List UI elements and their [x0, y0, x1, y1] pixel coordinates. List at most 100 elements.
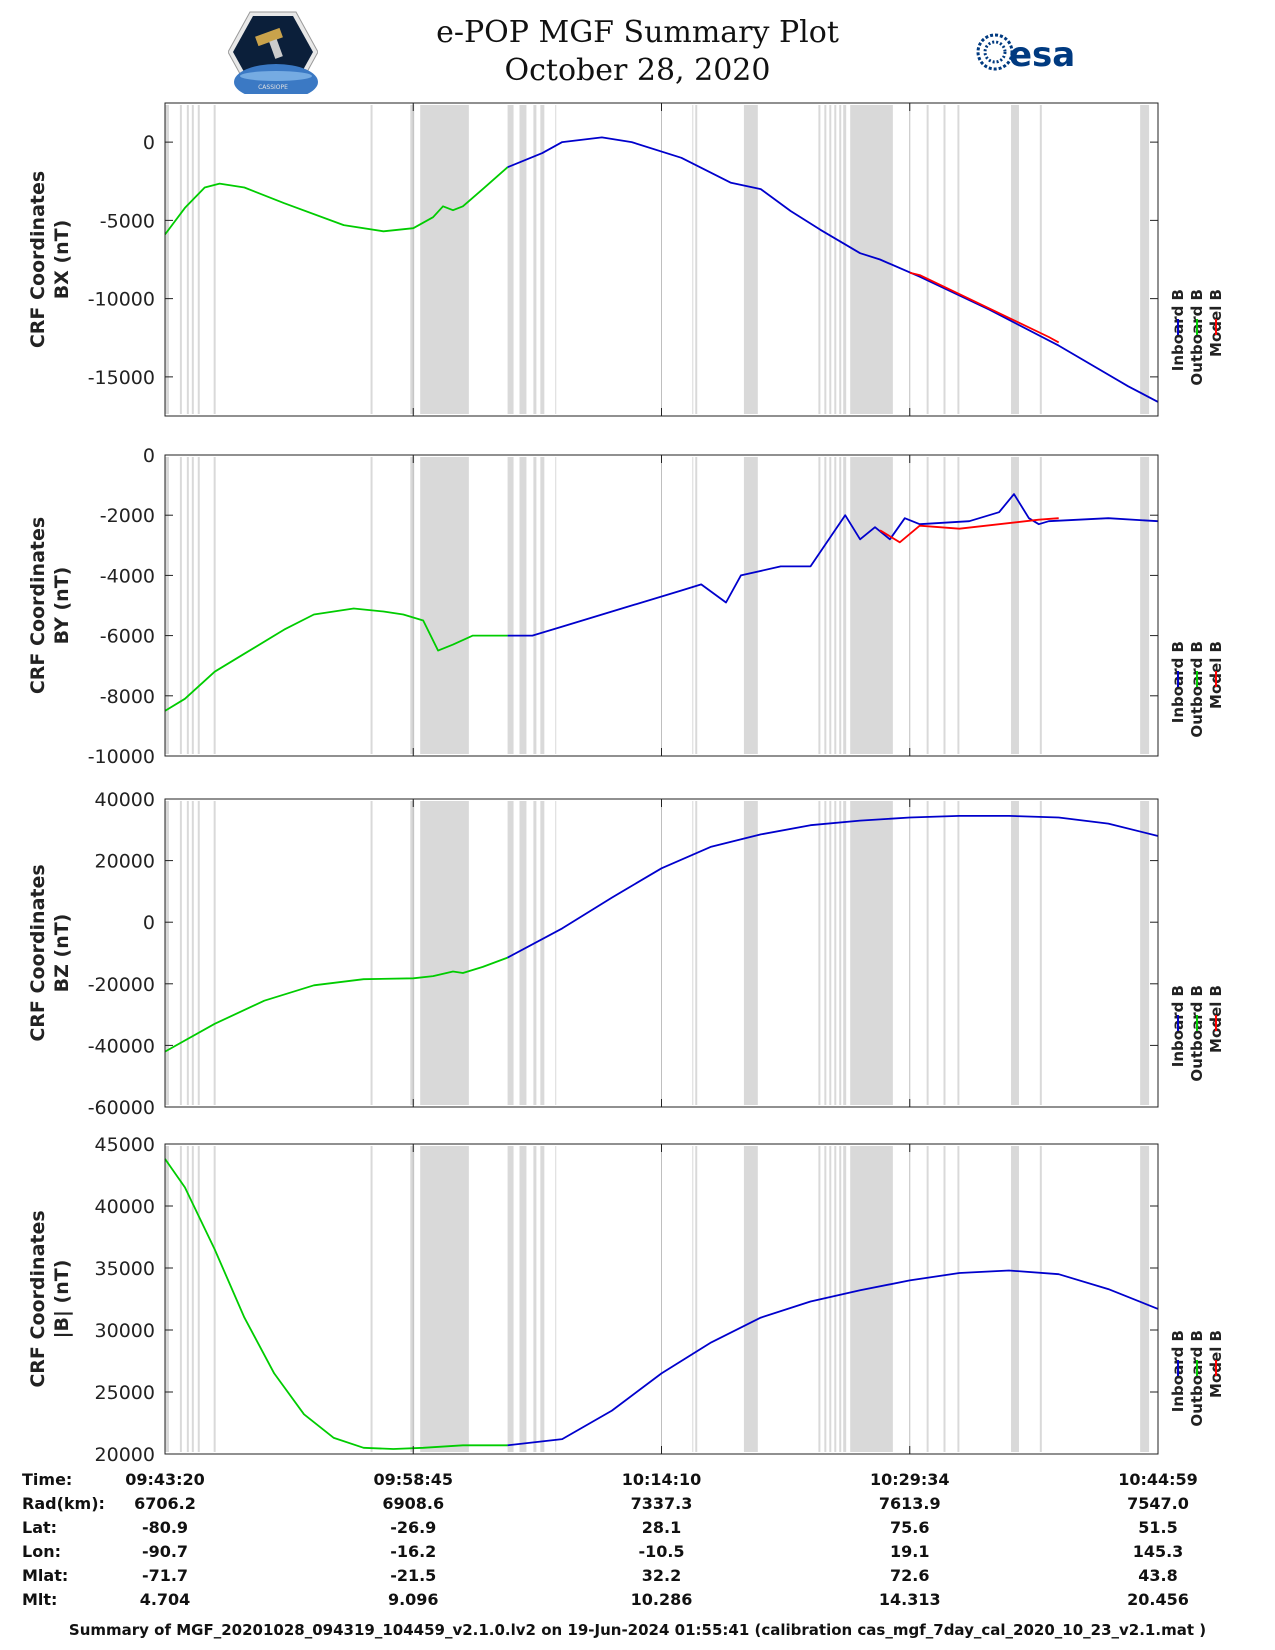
ephemeris-value: 72.6	[890, 1566, 930, 1585]
y-tick-label: -10000	[88, 746, 155, 768]
gap-band	[165, 1146, 169, 1452]
gap-band	[818, 801, 821, 1105]
gap-band	[179, 105, 182, 414]
gap-band	[179, 801, 182, 1105]
gap-band	[695, 1146, 698, 1452]
ephemeris-value: -26.9	[390, 1518, 437, 1537]
series-outboard-b	[164, 1158, 508, 1450]
gap-band	[692, 457, 694, 754]
y-axis-label-line-1: CRF Coordinates	[27, 1210, 49, 1387]
gap-band	[410, 457, 415, 754]
gap-band	[818, 457, 821, 754]
gap-band	[1039, 801, 1042, 1105]
gap-band	[507, 801, 514, 1105]
ephemeris-value: 19.1	[890, 1542, 930, 1561]
series-inboard-b	[507, 815, 1159, 959]
gap-band	[540, 457, 545, 754]
gap-band	[410, 1146, 415, 1452]
gap-band	[191, 457, 194, 754]
gap-band	[555, 457, 557, 754]
ephemeris-value: 20.456	[1127, 1590, 1189, 1609]
series-model-b	[909, 271, 1060, 344]
series-outboard-b	[164, 166, 509, 236]
gap-band	[843, 105, 847, 414]
gap-band	[519, 1146, 527, 1452]
y-tick-label: 0	[143, 912, 155, 934]
gap-band	[507, 457, 514, 754]
series-inboard-b	[507, 1269, 1159, 1447]
gap-band	[829, 105, 832, 414]
gap-band	[1039, 1146, 1042, 1452]
ephemeris-row-label: Rad(km):	[22, 1494, 105, 1513]
gap-band	[839, 457, 842, 754]
series-inboard-b	[507, 136, 1159, 403]
gap-band	[834, 457, 837, 754]
gap-band	[943, 801, 946, 1105]
gap-band	[370, 457, 373, 754]
panel-2: 0 -2000 -4000 -6000 -8000 -10000 CRF Coordinat…	[27, 445, 1225, 768]
esa-logo-text: esa	[1009, 35, 1075, 75]
gap-band	[743, 457, 758, 754]
y-tick-label: -6000	[100, 626, 155, 648]
y-tick-label: 40000	[95, 789, 155, 811]
series-outboard-b	[164, 956, 508, 1053]
ephemeris-row-label: Time:	[22, 1470, 73, 1489]
gap-band	[540, 105, 545, 414]
gap-band	[692, 1146, 694, 1452]
y-tick-label: 20000	[95, 1444, 155, 1466]
y-tick-label: -8000	[100, 686, 155, 708]
gap-band	[834, 105, 837, 414]
gap-band	[926, 1146, 929, 1452]
gap-band	[519, 105, 527, 414]
gap-band	[829, 457, 832, 754]
series-outboard-b	[164, 607, 508, 712]
gap-band	[957, 105, 960, 414]
y-tick-label: -15000	[88, 367, 155, 389]
gap-band	[191, 801, 194, 1105]
gap-band	[165, 105, 169, 414]
gap-band	[507, 1146, 514, 1452]
gap-band	[165, 801, 169, 1105]
gap-band	[850, 1146, 893, 1452]
y-tick-label: -20000	[88, 974, 155, 996]
y-axis-label-line-1: CRF Coordinates	[27, 864, 49, 1041]
gap-band	[213, 105, 216, 414]
ephemeris-value: 28.1	[641, 1518, 682, 1537]
ephemeris-value: 6908.6	[382, 1494, 445, 1513]
esa-logo: esa	[976, 33, 1075, 75]
ephemeris-row-label: Lat:	[22, 1518, 58, 1537]
footer-caption: Summary of MGF_20201028_094319_104459_v2…	[68, 1621, 1207, 1639]
gap-band	[695, 105, 698, 414]
gap-band	[533, 457, 537, 754]
gap-band	[555, 1146, 557, 1452]
gap-band	[834, 1146, 837, 1452]
gap-band	[1140, 105, 1150, 414]
ephemeris-value: 75.6	[890, 1518, 930, 1537]
gap-band	[926, 105, 929, 414]
gap-band	[829, 801, 832, 1105]
y-tick-label: -60000	[88, 1097, 155, 1119]
gap-band	[850, 801, 893, 1105]
y-axis-label-line-1: CRF Coordinates	[27, 171, 49, 348]
ephemeris-value: 7337.3	[630, 1494, 693, 1513]
y-axis-label-line-2: BY (nT)	[51, 567, 73, 645]
y-tick-label: 35000	[95, 1258, 155, 1280]
legend-entry: Outboard B	[1188, 289, 1206, 386]
gap-band	[410, 801, 415, 1105]
gap-band	[1140, 457, 1150, 754]
y-tick-label: -10000	[88, 289, 155, 311]
title-line-2: October 28, 2020	[504, 53, 771, 88]
ephemeris-value: -71.7	[141, 1566, 189, 1585]
ephemeris-value: 43.8	[1138, 1566, 1178, 1585]
gap-band	[197, 457, 200, 754]
gap-band	[420, 457, 469, 754]
gap-band	[926, 457, 929, 754]
ephemeris-value: -10.5	[638, 1542, 685, 1561]
cassiope-logo-text: CASSIOPE	[258, 84, 288, 91]
gap-band	[410, 105, 415, 414]
gap-band	[186, 457, 189, 754]
y-tick-label: -5000	[100, 210, 155, 232]
gap-band	[540, 1146, 545, 1452]
ephemeris-value: 10:14:10	[621, 1470, 702, 1489]
ephemeris-row-label: Mlat:	[22, 1566, 69, 1585]
